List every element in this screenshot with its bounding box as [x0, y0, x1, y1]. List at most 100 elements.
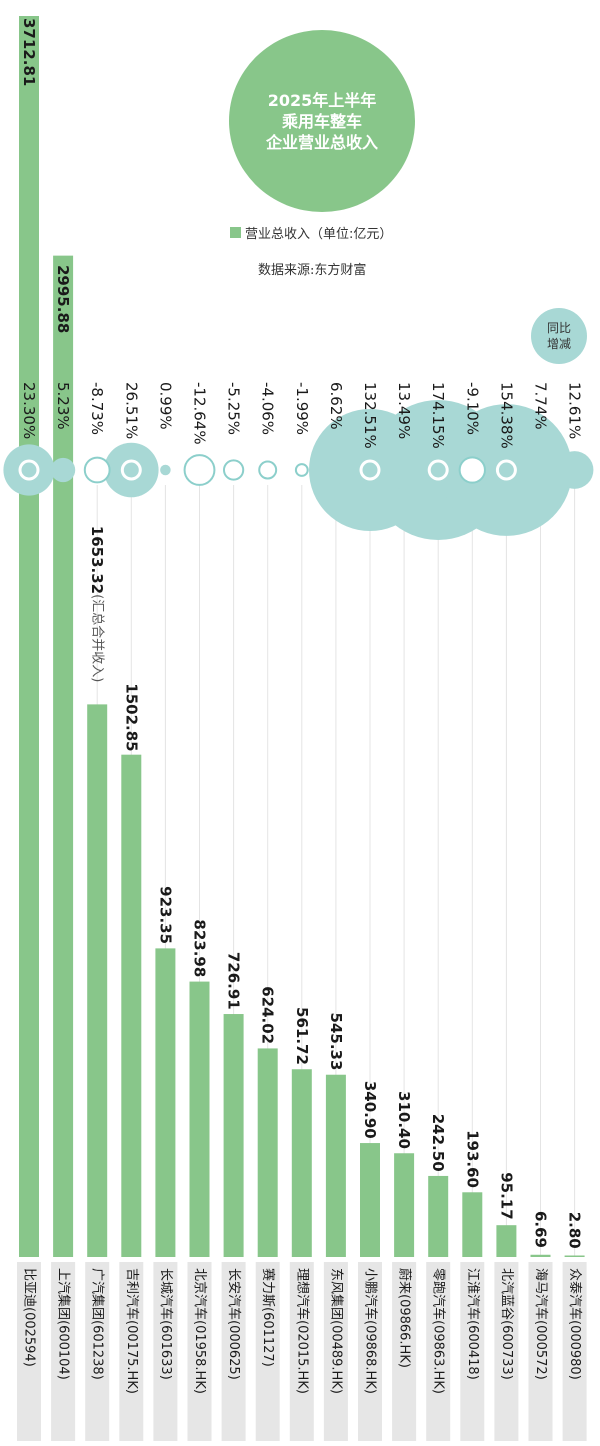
- yoy-marker: [20, 461, 38, 479]
- bar: [564, 1255, 585, 1257]
- value-label: 823.98: [191, 919, 209, 977]
- value-label: 242.50: [429, 1114, 447, 1172]
- bar: [87, 704, 108, 1257]
- chart-title-line-2: 乘用车整车: [281, 111, 362, 131]
- yoy-label: -4.06%: [259, 382, 277, 435]
- category-label-bg: [221, 1262, 246, 1441]
- category-label: 小鹏汽车(09868.HK): [363, 1268, 379, 1394]
- value-label: 95.17: [497, 1172, 515, 1219]
- yoy-label: 12.61%: [566, 382, 584, 439]
- yoy-label: -12.64%: [191, 382, 209, 445]
- bar: [496, 1225, 517, 1257]
- category-label: 北汽蓝谷(600733): [499, 1268, 514, 1380]
- category-label-bg: [85, 1262, 110, 1441]
- category-label: 北京汽车(01958.HK): [192, 1268, 208, 1394]
- yoy-badge-line-2: 增减: [546, 337, 571, 351]
- yoy-label: 132.51%: [361, 382, 379, 449]
- bar: [462, 1192, 483, 1257]
- value-label: 2.80: [566, 1212, 584, 1249]
- value-label: 624.02: [259, 986, 277, 1044]
- value-label: 3712.81: [20, 18, 38, 86]
- category-label-bg: [562, 1262, 587, 1441]
- category-label-bg: [153, 1262, 178, 1441]
- value-label: 193.60: [463, 1130, 481, 1188]
- yoy-label: 174.15%: [429, 382, 447, 449]
- yoy-label: 13.49%: [395, 382, 413, 439]
- category-label: 东风集团(00489.HK): [328, 1268, 344, 1394]
- category-label-bg: [426, 1262, 451, 1441]
- yoy-label: 7.74%: [532, 382, 550, 430]
- bar: [291, 1069, 312, 1257]
- category-label: 比亚迪(002594): [22, 1268, 37, 1367]
- yoy-label: 154.38%: [497, 382, 515, 449]
- yoy-bubble: [160, 464, 171, 476]
- category-label-bg: [392, 1262, 417, 1441]
- value-label: 2995.88: [54, 265, 72, 333]
- value-label: 561.72: [293, 1007, 311, 1065]
- value-label: 310.40: [395, 1091, 413, 1149]
- bar: [53, 255, 74, 1257]
- legend: 营业总收入（单位:亿元）: [230, 221, 392, 243]
- yoy-label: -9.10%: [463, 382, 481, 435]
- yoy-marker: [122, 461, 140, 479]
- yoy-bubble: [183, 454, 216, 486]
- bar: [189, 981, 210, 1257]
- category-label: 赛力斯(601127): [260, 1268, 276, 1367]
- chart-title-circle: 2025年上半年 乘用车整车 企业营业总收入: [229, 30, 415, 212]
- value-label: 923.35: [156, 886, 174, 944]
- bar: [257, 1048, 278, 1257]
- yoy-bubble: [50, 457, 76, 483]
- yoy-label: -5.25%: [225, 382, 243, 435]
- yoy-label: 26.51%: [122, 382, 140, 439]
- yoy-label: 23.30%: [20, 382, 38, 439]
- bar: [394, 1153, 415, 1257]
- category-label: 江淮汽车(600418): [465, 1268, 481, 1380]
- yoy-bubble: [458, 456, 486, 484]
- value-note: (汇总合并收入): [90, 594, 105, 682]
- category-label: 吉利汽车(00175.HK): [124, 1268, 140, 1394]
- category-label-bg: [358, 1262, 382, 1441]
- legend-swatch: [230, 226, 241, 238]
- yoy-badge: 同比 增减: [531, 308, 587, 364]
- category-label: 零跑汽车(09863.HK): [431, 1268, 447, 1394]
- legend-label: 营业总收入（单位:亿元）: [245, 226, 393, 242]
- bar: [428, 1175, 449, 1257]
- category-label: 上汽集团(600104): [56, 1268, 72, 1380]
- value-label: 545.33: [327, 1013, 345, 1071]
- yoy-marker: [497, 461, 515, 479]
- bar: [325, 1074, 346, 1257]
- yoy-bubble: [294, 463, 309, 477]
- value-label: 340.90: [361, 1081, 379, 1139]
- data-source: 数据来源:东方财富: [258, 263, 367, 278]
- bar: [530, 1254, 551, 1257]
- yoy-label: 6.62%: [327, 382, 345, 430]
- value-label: 726.91: [225, 952, 243, 1010]
- yoy-badge-line-1: 同比: [546, 321, 571, 335]
- bar: [19, 16, 39, 1257]
- yoy-bubble: [222, 459, 245, 481]
- yoy-label: -1.99%: [293, 382, 311, 435]
- category-label: 长城汽车(601633): [158, 1268, 174, 1380]
- yoy-bubble: [384, 450, 424, 490]
- category-label-bg: [289, 1262, 314, 1441]
- category-label: 理想汽车(02015.HK): [294, 1268, 310, 1394]
- yoy-label: 0.99%: [156, 382, 174, 430]
- category-label-bg: [187, 1262, 212, 1441]
- category-label: 广汽集团(601238): [90, 1268, 106, 1380]
- yoy-bubble: [555, 451, 594, 489]
- yoy-label: -8.73%: [88, 382, 106, 435]
- bar: [121, 754, 142, 1257]
- category-label: 长安汽车(000625): [226, 1268, 242, 1380]
- value-label: 6.69: [532, 1211, 550, 1248]
- yoy-bubble: [83, 456, 111, 484]
- bar: [155, 948, 176, 1257]
- bar: [223, 1014, 244, 1257]
- yoy-marker: [429, 461, 447, 479]
- category-label-bg: [255, 1262, 280, 1441]
- value-label: 1653.32: [88, 526, 106, 594]
- category-label: 海马汽车(000572): [533, 1268, 549, 1380]
- yoy-marker: [361, 461, 379, 479]
- yoy-label: 5.23%: [54, 382, 72, 430]
- yoy-bubble: [525, 455, 556, 485]
